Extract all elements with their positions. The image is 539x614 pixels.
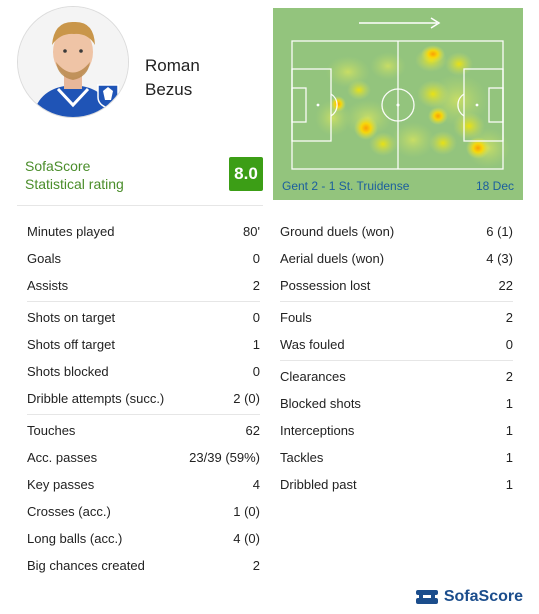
stats-left-column: Minutes played 80' Goals 0 Assists 2 Shots … (27, 218, 260, 579)
rating-label-line2: Statistical rating (25, 176, 124, 192)
stat-row-touches: Touches 62 (27, 423, 260, 438)
stat-row-shots-blocked: Shots blocked 0 (27, 364, 260, 379)
stat-row-acc-passes: Acc. passes 23/39 (59%) (27, 450, 260, 465)
player-last-name: Bezus (145, 80, 193, 99)
stats-divider (27, 301, 260, 302)
stat-row-possession-lost: Possession lost 22 (280, 278, 513, 293)
stats-divider (27, 414, 260, 415)
stat-row-goals: Goals 0 (27, 251, 260, 266)
stat-row-dribble-attempts: Dribble attempts (succ.) 2 (0) (27, 391, 260, 406)
sofascore-logo-icon (415, 590, 438, 604)
stats-divider (280, 360, 513, 361)
arrow-right-icon (359, 17, 441, 29)
stat-row-long-balls: Long balls (acc.) 4 (0) (27, 531, 260, 546)
sofascore-brand[interactable]: SofaScore (415, 588, 523, 606)
club-badge-text: KAA GENT (95, 109, 127, 115)
stat-row-was-fouled: Was fouled 0 (280, 337, 513, 352)
stat-row-shots-on-target: Shots on target 0 (27, 310, 260, 325)
stat-row-crosses: Crosses (acc.) 1 (0) (27, 504, 260, 519)
rating-badge: 8.0 (229, 157, 263, 191)
match-label[interactable]: Gent 2 - 1 St. Truidense (282, 179, 410, 193)
player-name: Roman Bezus (145, 54, 200, 102)
stat-row-interceptions: Interceptions 1 (280, 423, 513, 438)
stats-divider (280, 301, 513, 302)
stat-row-fouls: Fouls 2 (280, 310, 513, 325)
stat-row-minutes-played: Minutes played 80' (27, 224, 260, 239)
stat-row-blocked-shots: Blocked shots 1 (280, 396, 513, 411)
stat-row-shots-off-target: Shots off target 1 (27, 337, 260, 352)
player-first-name: Roman (145, 56, 200, 75)
stat-row-ground-duels: Ground duels (won) 6 (1) (280, 224, 513, 239)
stats-right-column: Ground duels (won) 6 (1) Aerial duels (wo… (280, 218, 513, 498)
match-date: 18 Dec (475, 179, 514, 193)
stat-row-aerial-duels: Aerial duels (won) 4 (3) (280, 251, 513, 266)
heatmap-pitch (273, 8, 523, 200)
stat-row-dribbled-past: Dribbled past 1 (280, 477, 513, 492)
player-photo (18, 7, 128, 117)
rating-divider (17, 205, 263, 206)
stat-row-big-chances-created: Big chances created 2 (27, 558, 260, 573)
heatmap-heat-layer (315, 45, 510, 168)
stat-row-clearances: Clearances 2 (280, 369, 513, 384)
pitch-lines (291, 40, 504, 170)
rating-label-line1: SofaScore (25, 158, 91, 174)
player-avatar: KAA GENT (17, 6, 129, 118)
stat-row-key-passes: Key passes 4 (27, 477, 260, 492)
heatmap-panel: Gent 2 - 1 St. Truidense 18 Dec (273, 8, 523, 200)
stat-row-assists: Assists 2 (27, 278, 260, 293)
brand-name: SofaScore (443, 588, 523, 605)
stat-row-tackles: Tackles 1 (280, 450, 513, 465)
club-badge-icon (97, 84, 119, 109)
rating-label: SofaScore Statistical rating (25, 157, 124, 193)
